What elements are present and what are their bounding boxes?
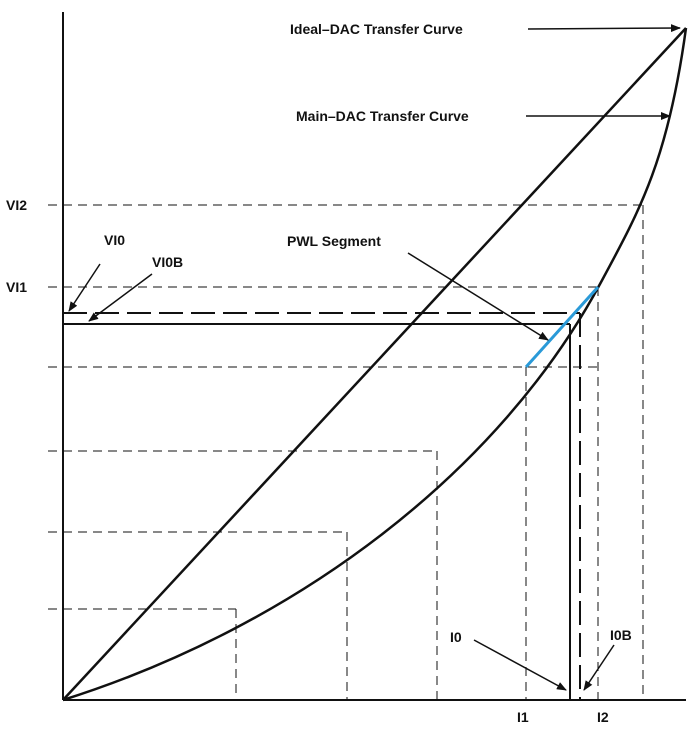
pwl-segment-label: PWL Segment <box>287 233 381 249</box>
ideal-curve-label: Ideal–DAC Transfer Curve <box>290 21 463 37</box>
vi0-arrow <box>68 263 101 312</box>
main-dac-transfer-curve <box>62 27 688 702</box>
pointer-arrows <box>68 24 681 691</box>
ideal-dac-transfer-curve <box>62 27 687 701</box>
i0-arrow <box>473 639 567 691</box>
vi0-label: VI0 <box>104 232 125 248</box>
axes <box>62 12 686 701</box>
pwl-segment-line <box>524 285 600 369</box>
vi1-label: VI1 <box>6 279 27 295</box>
guide-lines <box>48 204 644 700</box>
vi0b-arrow <box>88 273 153 322</box>
i0-label: I0 <box>450 629 462 645</box>
i0b-label: I0B <box>610 627 632 643</box>
main-curve-label: Main–DAC Transfer Curve <box>296 108 469 124</box>
ideal-curve-arrow <box>527 24 681 33</box>
vi0b-label: VI0B <box>152 254 183 270</box>
offset-lines <box>63 312 581 700</box>
i0b-arrow <box>583 644 615 691</box>
pwl-segment-arrow <box>407 252 549 341</box>
vi2-label: VI2 <box>6 197 27 213</box>
i1-tick-label: I1 <box>517 709 529 725</box>
i2-tick-label: I2 <box>597 709 609 725</box>
